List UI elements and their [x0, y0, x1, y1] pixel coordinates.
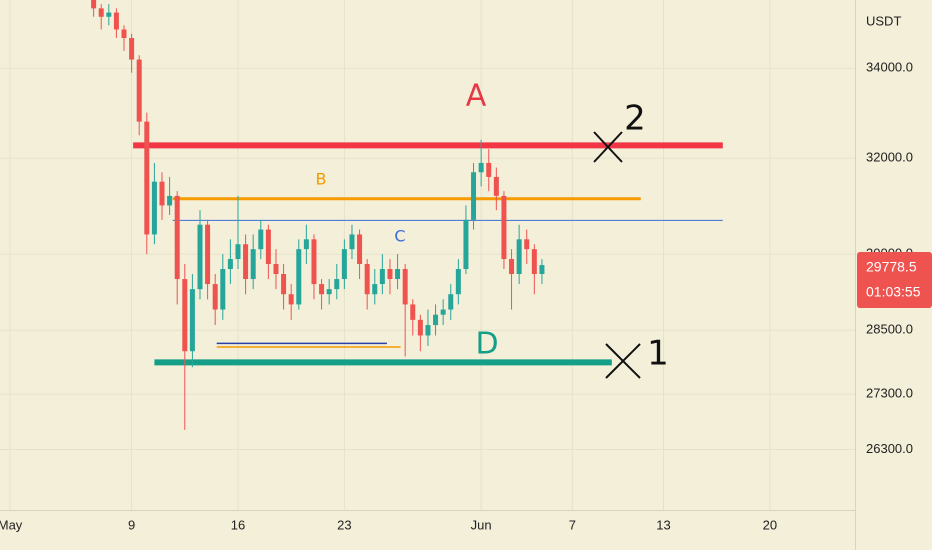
- annotation-label: A: [466, 79, 487, 114]
- candle-body: [440, 309, 446, 315]
- candle-body: [364, 264, 370, 295]
- countdown: 01:03:55: [866, 284, 921, 300]
- x-tick-label: 13: [656, 517, 670, 532]
- candle-body: [493, 176, 499, 196]
- candle-body: [106, 12, 112, 17]
- candle-body: [531, 249, 537, 275]
- candle-body: [311, 239, 317, 285]
- cross-line: [605, 343, 641, 379]
- annotation-label: C: [394, 227, 405, 246]
- y-tick-label: 26300.0: [866, 441, 913, 456]
- x-tick-label: May: [0, 517, 23, 532]
- candle-body: [159, 181, 165, 206]
- candle-body: [471, 172, 477, 220]
- candle-body: [281, 274, 287, 295]
- candle-body: [417, 319, 423, 336]
- last-price-label: 29778.5: [866, 259, 917, 275]
- x-tick-label: 7: [569, 517, 576, 532]
- x-tick-label: 16: [231, 517, 245, 532]
- candle-body: [379, 269, 385, 285]
- candle-body: [205, 224, 211, 285]
- candle-body: [509, 259, 515, 275]
- candle-body: [341, 249, 347, 280]
- candle-body: [243, 244, 249, 280]
- cross-marks: [593, 131, 641, 379]
- candle-body: [319, 284, 325, 295]
- candle-body: [91, 0, 97, 9]
- candle-body: [167, 195, 173, 206]
- y-axis-label: USDT: [866, 13, 901, 28]
- candle-body: [463, 219, 469, 270]
- candle-body: [121, 29, 127, 39]
- candle-body: [303, 239, 309, 250]
- candle-body: [455, 269, 461, 295]
- candle-body: [326, 289, 332, 295]
- candle-body: [258, 229, 264, 250]
- candle-body: [395, 269, 401, 280]
- candle-body: [136, 59, 142, 122]
- candle-body: [265, 229, 271, 265]
- candle-body: [174, 195, 180, 280]
- x-tick-label: Jun: [471, 517, 492, 532]
- x-tick-label: 23: [337, 517, 351, 532]
- candle-body: [372, 284, 378, 295]
- x-tick-label: 9: [128, 517, 135, 532]
- y-tick-label: 32000.0: [866, 150, 913, 165]
- candle-body: [227, 259, 233, 270]
- x-tick-label: 20: [763, 517, 777, 532]
- candle-body: [212, 284, 218, 310]
- candle-body: [144, 121, 150, 235]
- drawings: [133, 142, 723, 366]
- axes: 26300.027300.028500.030000.032000.034000…: [0, 60, 913, 533]
- annotation-label: B: [316, 170, 327, 189]
- candle-body: [387, 269, 393, 280]
- candle-body: [288, 294, 294, 305]
- candle-body: [98, 8, 104, 17]
- candle-body: [334, 279, 340, 290]
- candle-body: [524, 239, 530, 250]
- candle-body: [129, 38, 135, 60]
- candle-body: [235, 244, 241, 260]
- y-tick-label: 34000.0: [866, 60, 913, 75]
- candle-body: [410, 304, 416, 320]
- cross-line: [593, 131, 623, 163]
- candle-body: [501, 195, 507, 260]
- y-tick-label: 28500.0: [866, 322, 913, 337]
- candle-body: [250, 249, 256, 280]
- candle-body: [349, 234, 355, 250]
- annotation-label: 2: [624, 99, 646, 139]
- candle-body: [357, 234, 363, 265]
- candles: [91, 0, 545, 430]
- candle-body: [539, 265, 545, 275]
- candle-body: [182, 279, 188, 352]
- candle-body: [113, 12, 119, 30]
- candle-body: [486, 162, 492, 177]
- price-label-box: [857, 252, 932, 308]
- candle-body: [516, 239, 522, 275]
- candle-body: [425, 325, 431, 336]
- annotation-label: D: [475, 327, 498, 362]
- annotation-label: 1: [647, 334, 669, 374]
- candle-body: [189, 289, 195, 352]
- candle-body: [296, 249, 302, 305]
- y-tick-label: 27300.0: [866, 386, 913, 401]
- candle-body: [220, 269, 226, 310]
- candle-body: [151, 181, 157, 235]
- candle-body: [273, 264, 279, 275]
- candle-body: [433, 314, 439, 326]
- candle-body: [402, 269, 408, 305]
- candle-body: [197, 224, 203, 290]
- candle-body: [448, 294, 454, 310]
- candle-body: [478, 162, 484, 173]
